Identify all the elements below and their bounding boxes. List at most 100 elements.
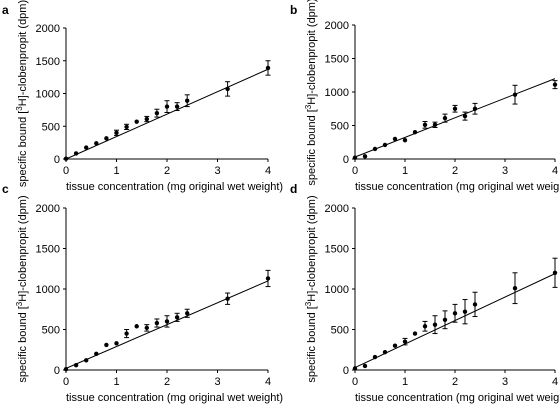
regression-line [65, 68, 269, 160]
x-axis-label: tissue concentration (mg original wet we… [355, 181, 559, 193]
y-axis-label-prefix: specific bound [ [306, 109, 318, 185]
data-point [402, 339, 408, 344]
x-tick-label: 4 [552, 376, 558, 388]
y-tick-label: 500 [42, 325, 60, 337]
y-axis-label-prefix: specific bound [ [17, 111, 29, 187]
y-axis-label-prefix: specific bound [ [306, 306, 318, 382]
data-point [164, 104, 170, 109]
x-tick-label: 3 [502, 165, 508, 177]
data-point [94, 141, 99, 146]
y-axis-label: specific bound [3H]-clobenpropit (dpm) [304, 0, 318, 186]
data-point [174, 315, 180, 320]
panel-letter: a [2, 3, 9, 17]
x-axis-label: tissue concentration (mg original wet we… [66, 181, 283, 193]
x-tick-label: 0 [352, 376, 358, 388]
data-point [512, 92, 518, 97]
y-tick-label: 500 [42, 121, 60, 133]
data-point [73, 362, 79, 368]
data-point [114, 341, 119, 346]
data-point [402, 138, 408, 143]
x-tick-label: 0 [63, 376, 69, 388]
data-point [104, 136, 109, 141]
data-point [452, 106, 458, 111]
x-tick-label: 3 [502, 376, 508, 388]
x-tick-label: 0 [352, 165, 358, 177]
data-point [552, 82, 558, 87]
y-axis-label-suffix: H]-clobenpropit (dpm) [17, 0, 29, 106]
data-point [392, 343, 398, 348]
x-axis-label: tissue concentration (mg original wet we… [355, 392, 559, 404]
y-axis-label-suffix: H]-clobenpropit (dpm) [306, 0, 318, 105]
y-tick-label: 1000 [325, 284, 349, 296]
y-tick-label: 1500 [36, 244, 60, 256]
x-tick-label: 2 [164, 376, 170, 388]
data-point [63, 156, 69, 161]
panel-letter: b [290, 3, 297, 17]
y-tick-label: 2000 [325, 203, 349, 215]
x-tick-label: 0 [63, 165, 69, 177]
data-point [154, 110, 160, 116]
data-point [362, 363, 368, 369]
y-tick-label: 0 [343, 365, 349, 377]
y-axis-label: specific bound [3H]-clobenpropit (dpm) [304, 195, 318, 382]
y-tick-label: 0 [54, 365, 60, 377]
data-point [174, 104, 180, 109]
y-tick-label: 1000 [36, 284, 60, 296]
data-point [442, 115, 448, 121]
y-tick-label: 2000 [36, 23, 60, 35]
data-point [512, 285, 518, 291]
y-axis-label: specific bound [3H]-clobenpropit (dpm) [15, 195, 29, 382]
data-point [144, 325, 149, 331]
data-point [63, 366, 69, 372]
x-tick-label: 1 [402, 376, 408, 388]
chart-panel-c: c 0 500 1000 1500 2000 0 1 2 3 4 tissue concentrati… [2, 182, 283, 404]
data-point [432, 322, 438, 327]
y-tick-label: 500 [331, 121, 349, 133]
data-point [84, 358, 89, 363]
y-tick-label: 2000 [325, 20, 349, 32]
y-tick-label: 1500 [325, 244, 349, 256]
data-point [185, 311, 190, 316]
y-axis-label: specific bound [3H]-clobenpropit (dpm) [15, 0, 29, 187]
y-tick-label: 1000 [36, 89, 60, 101]
x-tick-label: 1 [113, 376, 119, 388]
data-point [462, 309, 468, 314]
data-point [164, 319, 170, 324]
data-point [114, 130, 119, 135]
data-point [225, 296, 230, 301]
x-tick-label: 3 [214, 165, 220, 177]
data-point [452, 311, 458, 316]
data-point [225, 86, 230, 92]
y-tick-label: 1500 [36, 56, 60, 68]
data-point [265, 65, 271, 71]
y-tick-label: 0 [343, 154, 349, 166]
y-tick-label: 500 [331, 325, 349, 337]
data-point [144, 116, 149, 122]
chart-panel-a: a 0 500 1000 1500 2000 0 1 2 3 4 tissue concentrati… [2, 0, 283, 193]
regression-line [354, 78, 556, 158]
data-point [124, 331, 129, 336]
x-tick-label: 4 [265, 376, 271, 388]
data-point [134, 119, 139, 124]
data-point [73, 151, 79, 156]
data-point [552, 270, 558, 275]
data-point [382, 349, 388, 355]
data-point [124, 124, 129, 130]
x-tick-label: 2 [452, 165, 458, 177]
y-axis-label-prefix: specific bound [ [17, 306, 29, 382]
panel-letter: d [290, 182, 297, 196]
y-tick-label: 2000 [36, 203, 60, 215]
data-point [372, 146, 378, 152]
x-tick-label: 4 [552, 165, 558, 177]
x-tick-label: 2 [164, 165, 170, 177]
data-point [472, 106, 478, 111]
data-point [462, 113, 468, 119]
data-point [412, 331, 418, 336]
panel-letter: c [2, 182, 9, 196]
chart-panel-d: d 0 500 1000 1500 2000 0 1 2 3 4 tissue concentrati… [290, 182, 559, 404]
data-point [382, 142, 388, 148]
y-tick-label: 1500 [325, 54, 349, 66]
y-axis-label-superscript: 3 [15, 106, 24, 111]
y-axis-label-superscript: 3 [304, 301, 313, 306]
